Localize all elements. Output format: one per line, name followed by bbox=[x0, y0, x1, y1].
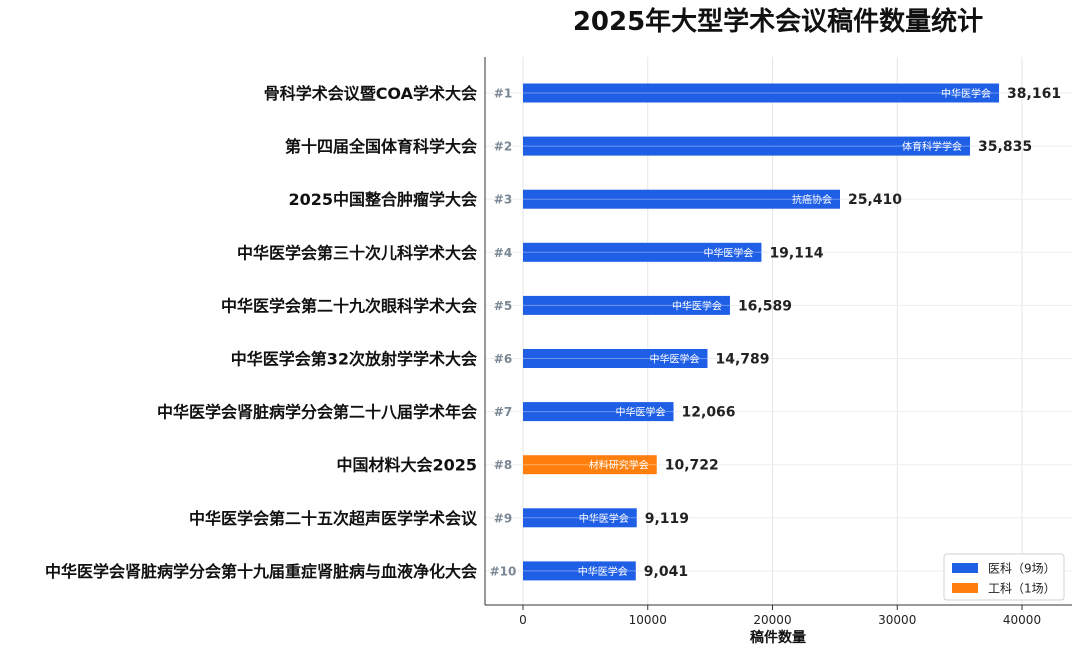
rank-label: #3 bbox=[494, 193, 512, 207]
x-tick-label: 40000 bbox=[1003, 613, 1041, 627]
bar bbox=[523, 242, 762, 262]
bar bbox=[523, 349, 708, 368]
bar bbox=[523, 83, 1000, 103]
rank-label: #4 bbox=[494, 246, 512, 260]
category-label: 中华医学会肾脏病学分会第二十八届学术年会 bbox=[157, 403, 477, 422]
bar bbox=[523, 508, 637, 528]
category-label: 第十四届全国体育科学大会 bbox=[285, 137, 477, 156]
organizer-label: 中华医学会 bbox=[616, 406, 666, 419]
category-label: 中华医学会第32次放射学学术大会 bbox=[231, 350, 477, 369]
value-label: 12,066 bbox=[682, 405, 736, 421]
value-label: 16,589 bbox=[738, 298, 792, 314]
bar bbox=[523, 295, 730, 315]
rank-label: #5 bbox=[494, 299, 512, 313]
rank-label: #1 bbox=[494, 87, 512, 101]
organizer-label: 抗癌协会 bbox=[792, 193, 832, 206]
rank-label: #9 bbox=[494, 511, 512, 525]
legend-entry: 医科（9场） bbox=[988, 562, 1056, 576]
organizer-label: 中华医学会 bbox=[579, 512, 629, 525]
organizer-label: 中华医学会 bbox=[578, 565, 628, 578]
rank-label: #7 bbox=[494, 405, 512, 419]
bar bbox=[523, 402, 674, 422]
organizer-label: 中华医学会 bbox=[672, 299, 722, 312]
rank-label: #8 bbox=[494, 458, 512, 472]
x-tick-label: 20000 bbox=[753, 613, 791, 627]
category-label: 中华医学会第二十九次眼科学术大会 bbox=[221, 296, 477, 315]
legend-swatch bbox=[952, 563, 978, 573]
x-ticks: 0 10000 20000 30000 40000 bbox=[519, 605, 1041, 627]
rank-label: #2 bbox=[494, 140, 512, 154]
category-label: 骨科学术会议暨COA学术大会 bbox=[264, 84, 477, 103]
bar bbox=[523, 561, 636, 581]
category-label: 中国材料大会2025 bbox=[336, 456, 477, 475]
bar bbox=[523, 136, 971, 156]
value-label: 9,119 bbox=[645, 511, 689, 527]
value-label: 9,041 bbox=[644, 564, 688, 580]
chart-title: 2025年大型学术会议稿件数量统计 bbox=[573, 6, 983, 37]
organizer-label: 中华医学会 bbox=[941, 87, 991, 100]
value-label: 38,161 bbox=[1007, 86, 1061, 102]
legend-swatch bbox=[952, 583, 978, 593]
organizer-label: 体育科学学会 bbox=[902, 140, 962, 153]
x-axis-label: 稿件数量 bbox=[750, 629, 806, 646]
category-label: 中华医学会第二十五次超声医学学术会议 bbox=[189, 509, 478, 528]
organizer-label: 中华医学会 bbox=[703, 246, 753, 259]
legend-entry: 工科（1场） bbox=[988, 582, 1056, 596]
value-label: 25,410 bbox=[848, 192, 902, 208]
legend: 医科（9场） 工科（1场） bbox=[943, 553, 1065, 601]
value-label: 19,114 bbox=[769, 245, 823, 261]
rank-label: #6 bbox=[494, 352, 512, 366]
bars: 骨科学术会议暨COA学术大会 #1 中华医学会 38,161 第十四届全国体育科学大会 #… bbox=[45, 83, 1061, 581]
category-label: 2025中国整合肿瘤学大会 bbox=[288, 190, 477, 209]
value-label: 14,789 bbox=[715, 352, 769, 368]
category-label: 中华医学会肾脏病学分会第十九届重症肾脏病与血液净化大会 bbox=[45, 562, 477, 581]
bar bbox=[523, 455, 657, 475]
x-tick-label: 30000 bbox=[878, 613, 916, 627]
x-tick-label: 0 bbox=[519, 613, 527, 627]
value-label: 35,835 bbox=[978, 139, 1032, 155]
x-tick-label: 10000 bbox=[629, 613, 667, 627]
organizer-label: 材料研究学会 bbox=[589, 459, 649, 472]
category-label: 中华医学会第三十次儿科学术大会 bbox=[237, 243, 477, 262]
rank-label: #10 bbox=[490, 564, 517, 578]
bar bbox=[523, 189, 840, 209]
value-label: 10,722 bbox=[665, 458, 719, 474]
organizer-label: 中华医学会 bbox=[649, 353, 699, 366]
